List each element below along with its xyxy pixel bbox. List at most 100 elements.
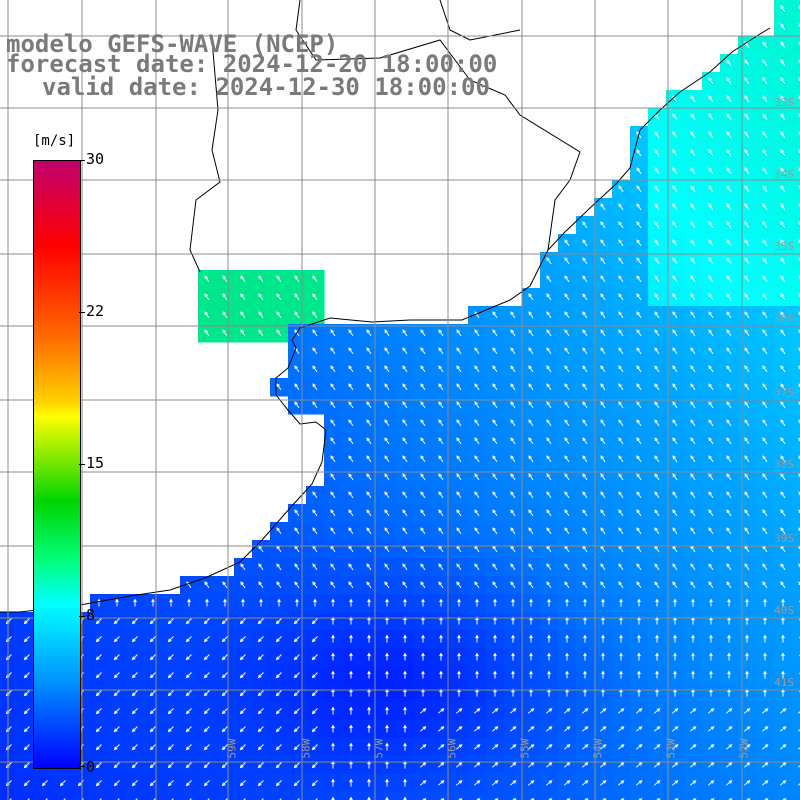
wind-arrow — [96, 636, 102, 642]
wind-arrow-head — [744, 257, 748, 262]
wind-arrow — [96, 618, 102, 624]
wind-arrow-head — [708, 311, 712, 316]
wind-arrow — [546, 437, 552, 445]
wind-arrow — [276, 762, 282, 768]
wind-arrow — [114, 744, 120, 750]
wind-arrow-head — [744, 221, 748, 226]
wind-arrow — [509, 762, 517, 768]
wind-arrow — [582, 311, 588, 319]
wind-arrow — [527, 708, 535, 714]
wind-arrow — [509, 708, 517, 714]
wind-arrow-head — [618, 419, 622, 424]
wind-arrow — [672, 275, 678, 283]
wind-cell — [792, 504, 800, 523]
wind-arrow — [474, 311, 480, 319]
wind-arrow-head — [528, 581, 532, 586]
wind-arrow — [780, 527, 786, 535]
wind-arrow-head — [746, 726, 751, 730]
wind-arrow-head — [672, 563, 676, 568]
wind-arrow-head — [618, 185, 622, 190]
wind-arrow — [726, 491, 732, 499]
wind-arrow-head — [780, 329, 784, 334]
wind-arrow — [653, 762, 661, 768]
wind-arrow — [186, 672, 192, 678]
wind-arrow-head — [744, 149, 748, 154]
wind-arrow-head — [708, 185, 712, 190]
wind-arrow — [258, 780, 264, 786]
wind-arrow-head — [600, 311, 604, 316]
wind-arrow-head — [744, 95, 748, 100]
wind-arrow-head — [798, 221, 800, 226]
wind-arrow — [492, 419, 498, 427]
wind-arrow-head — [239, 746, 244, 751]
wind-arrow-head — [744, 239, 748, 244]
wind-arrow-head — [690, 113, 694, 118]
wind-arrow-head — [690, 257, 694, 262]
wind-arrow-head — [422, 780, 427, 784]
wind-arrow — [294, 311, 300, 319]
wind-arrow — [762, 275, 768, 283]
wind-arrow-head — [780, 5, 784, 10]
wind-arrow-head — [438, 509, 442, 514]
wind-arrow-head — [692, 780, 697, 784]
wind-arrow — [6, 654, 12, 660]
wind-arrow-head — [565, 634, 569, 639]
wind-arrow — [96, 726, 102, 732]
wind-cell — [792, 630, 800, 649]
wind-arrow-head — [690, 311, 694, 316]
wind-arrow-head — [167, 710, 172, 715]
wind-arrow-head — [294, 581, 298, 586]
wind-arrow-head — [221, 620, 226, 625]
wind-arrow-head — [762, 311, 766, 316]
wind-arrow-head — [601, 652, 605, 657]
wind-arrow — [672, 437, 678, 445]
wind-arrow — [186, 636, 192, 642]
wind-cell — [648, 792, 667, 800]
wind-arrow-head — [203, 656, 208, 661]
wind-arrow-head — [618, 581, 622, 586]
wind-arrow — [762, 185, 768, 193]
wind-arrow — [294, 545, 300, 553]
wind-arrow-head — [708, 131, 712, 136]
wind-arrow — [762, 455, 768, 463]
wind-cell — [90, 792, 109, 800]
wind-arrow-head — [618, 347, 622, 352]
wind-cell — [792, 702, 800, 721]
wind-arrow-head — [744, 437, 748, 442]
wind-arrow — [708, 437, 714, 445]
wind-arrow — [402, 563, 408, 571]
wind-arrow-head — [582, 257, 586, 262]
wind-arrow — [420, 563, 426, 571]
wind-arrow-head — [113, 638, 118, 643]
wind-arrow-head — [293, 620, 298, 625]
wind-arrow — [672, 347, 678, 355]
wind-arrow-head — [602, 762, 607, 766]
wind-arrow — [438, 581, 444, 589]
wind-arrow — [96, 672, 102, 678]
wind-arrow — [204, 275, 210, 283]
wind-arrow-head — [708, 401, 712, 406]
wind-arrow-head — [510, 329, 514, 334]
wind-arrow-head — [149, 620, 154, 625]
wind-arrow — [618, 455, 624, 463]
wind-arrow-head — [674, 762, 679, 766]
wind-arrow — [708, 329, 714, 337]
wind-arrow-head — [744, 113, 748, 118]
wind-arrow-head — [672, 419, 676, 424]
wind-arrow — [762, 77, 768, 85]
wind-arrow-head — [511, 652, 515, 657]
wind-arrow-head — [546, 419, 550, 424]
wind-arrow-head — [511, 634, 515, 639]
wind-arrow — [600, 437, 606, 445]
wind-arrow-head — [239, 692, 244, 697]
wind-arrow-head — [618, 203, 622, 208]
wind-arrow-head — [149, 782, 154, 787]
wind-arrow — [546, 311, 552, 319]
wind-arrow — [366, 473, 372, 481]
wind-arrow-head — [221, 656, 226, 661]
wind-arrow-head — [275, 656, 280, 661]
wind-arrow-head — [566, 744, 571, 748]
wind-arrow-head — [349, 706, 353, 711]
wind-arrow-head — [113, 620, 118, 625]
wind-arrow — [312, 672, 318, 678]
